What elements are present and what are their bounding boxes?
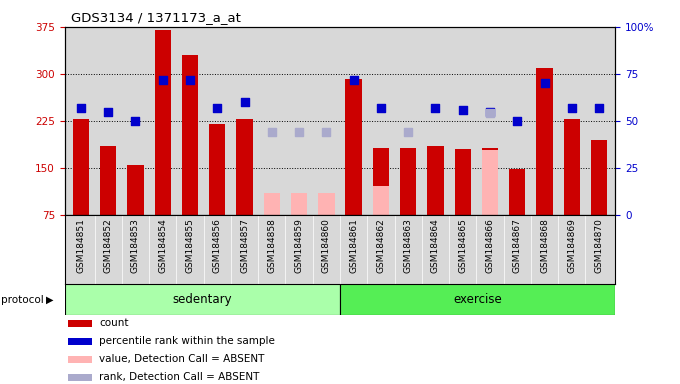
Bar (340, 284, 615, 315)
Bar (373, 185, 389, 215)
Text: GSM184853: GSM184853 (131, 218, 140, 273)
Point (239, 99, 250, 105)
Bar (454, 149, 471, 215)
Bar (127, 165, 143, 215)
Bar (209, 124, 226, 215)
Text: exercise: exercise (454, 293, 502, 306)
Point (130, 118, 141, 124)
Point (403, 129, 413, 135)
Bar (69, 338, 92, 344)
Text: GDS3134 / 1371173_a_at: GDS3134 / 1371173_a_at (71, 12, 241, 25)
Text: GSM184869: GSM184869 (567, 218, 576, 273)
Text: GSM184863: GSM184863 (404, 218, 413, 273)
Point (375, 105, 386, 111)
Text: GSM184860: GSM184860 (322, 218, 331, 273)
Text: GSM184862: GSM184862 (377, 218, 386, 273)
Bar (345, 79, 362, 215)
Bar (69, 356, 92, 362)
Text: rank, Detection Call = ABSENT: rank, Detection Call = ABSENT (99, 372, 260, 382)
Point (430, 105, 441, 111)
Text: GSM184859: GSM184859 (294, 218, 303, 273)
Bar (482, 148, 498, 215)
Point (75, 105, 86, 111)
Point (457, 107, 468, 113)
Text: GSM184858: GSM184858 (267, 218, 276, 273)
Bar (537, 68, 553, 215)
Text: value, Detection Call = ABSENT: value, Detection Call = ABSENT (99, 354, 265, 364)
Text: ▶: ▶ (46, 295, 54, 305)
Bar (564, 119, 580, 215)
Point (103, 109, 114, 115)
Point (594, 105, 605, 111)
Bar (509, 169, 526, 215)
Point (212, 105, 223, 111)
Bar (373, 148, 389, 215)
Point (566, 105, 577, 111)
Text: GSM184857: GSM184857 (240, 218, 249, 273)
Bar (427, 146, 443, 215)
Bar (65, 284, 340, 315)
Text: GSM184856: GSM184856 (213, 218, 222, 273)
Text: protocol: protocol (1, 295, 44, 305)
Point (485, 110, 496, 116)
Point (294, 129, 305, 135)
Text: percentile rank within the sample: percentile rank within the sample (99, 336, 275, 346)
Bar (591, 140, 607, 215)
Bar (69, 320, 92, 327)
Bar (182, 55, 198, 215)
Point (157, 76, 168, 83)
Text: GSM184851: GSM184851 (76, 218, 86, 273)
Bar (73, 119, 89, 215)
Bar (400, 148, 416, 215)
Bar (237, 119, 253, 215)
Bar (318, 193, 335, 215)
Point (184, 76, 195, 83)
Point (321, 129, 332, 135)
Text: GSM184866: GSM184866 (486, 218, 494, 273)
Text: GSM184870: GSM184870 (594, 218, 604, 273)
Bar (482, 151, 498, 215)
Point (539, 80, 550, 86)
Text: GSM184852: GSM184852 (104, 218, 113, 273)
Point (485, 109, 496, 115)
Text: sedentary: sedentary (173, 293, 232, 306)
Bar (291, 193, 307, 215)
Bar (69, 374, 92, 381)
Point (512, 118, 523, 124)
Point (348, 76, 359, 83)
Text: GSM184855: GSM184855 (186, 218, 194, 273)
Text: GSM184868: GSM184868 (540, 218, 549, 273)
Text: count: count (99, 318, 129, 328)
Bar (264, 193, 280, 215)
Bar (154, 30, 171, 215)
Text: GSM184861: GSM184861 (349, 218, 358, 273)
Text: GSM184865: GSM184865 (458, 218, 467, 273)
Text: GSM184854: GSM184854 (158, 218, 167, 273)
Text: GSM184864: GSM184864 (431, 218, 440, 273)
Bar (100, 146, 116, 215)
Text: GSM184867: GSM184867 (513, 218, 522, 273)
Point (267, 129, 277, 135)
